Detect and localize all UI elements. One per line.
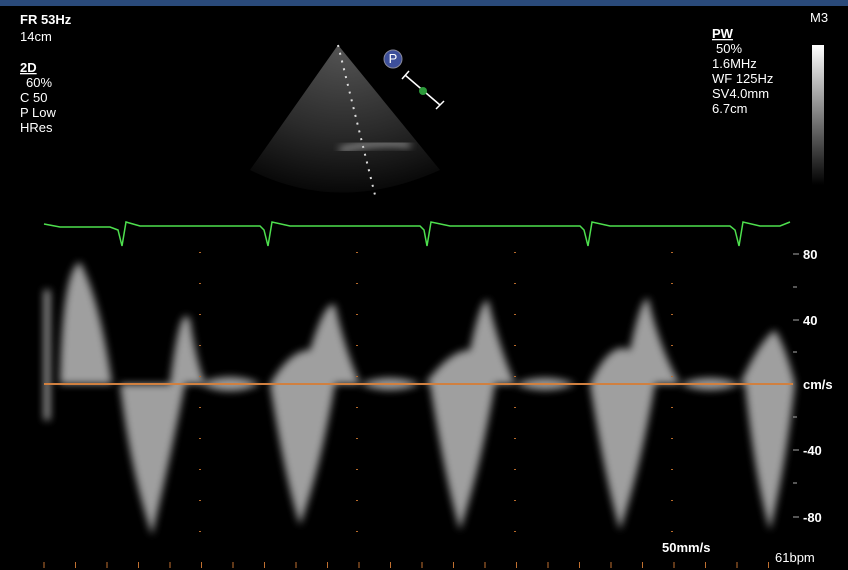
ultrasound-screen: P FR 53Hz 14cm 2D 60% C 50 P Low HRes PW… [0, 0, 848, 570]
pw-gain: 50% [716, 41, 742, 56]
pw-mode: PW [712, 26, 734, 41]
frequency: 1.6MHz [712, 56, 757, 71]
sample-volume: SV4.0mm [712, 86, 769, 101]
frame-rate: FR 53Hz [20, 12, 72, 27]
probe-marker-label: P [389, 51, 398, 66]
scale-label: -40 [803, 443, 822, 458]
wall-filter: WF 125Hz [712, 71, 773, 86]
compression: C 50 [20, 90, 47, 105]
scale-label: -80 [803, 510, 822, 525]
gain: 60% [26, 75, 52, 90]
sweep-speed: 50mm/s [662, 540, 710, 555]
scale-unit: cm/s [803, 377, 833, 392]
map-label: M3 [810, 10, 828, 25]
power: P Low [20, 105, 57, 120]
gray-bar [812, 45, 824, 185]
top-border [0, 0, 848, 6]
scale-label: 80 [803, 247, 817, 262]
gate-center [419, 87, 427, 95]
gate-depth: 6.7cm [712, 101, 747, 116]
depth: 14cm [20, 29, 52, 44]
resolution: HRes [20, 120, 53, 135]
heart-rate: 61bpm [775, 550, 815, 565]
scale-label: 40 [803, 313, 817, 328]
mode: 2D [20, 60, 37, 75]
